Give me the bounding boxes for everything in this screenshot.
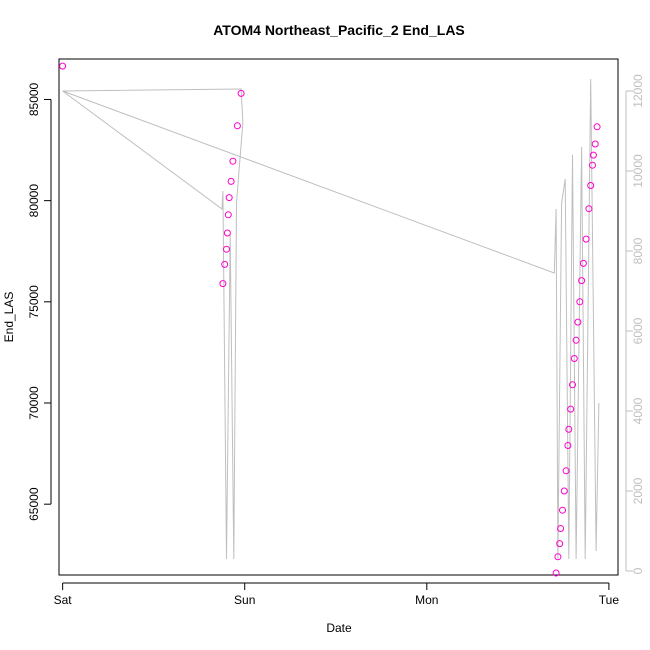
y2-tick-label-2000: 2000 [631, 477, 645, 504]
data-point-18 [564, 442, 572, 449]
right-axis-series-layer [62, 78, 600, 560]
x-tick-label-sun: Sun [234, 593, 255, 607]
data-point-32 [589, 151, 597, 159]
data-point-34 [593, 123, 601, 131]
data-point-15 [559, 506, 566, 514]
data-point-7 [227, 177, 235, 185]
data-point-27 [579, 259, 587, 267]
y-tick-label-80000: 80000 [27, 184, 41, 218]
data-point-4 [223, 229, 231, 237]
left-axis-points-layer [59, 62, 601, 577]
y-tick-label-85000: 85000 [27, 82, 41, 116]
y2-tick-label-4000: 4000 [631, 397, 645, 424]
data-point-28 [582, 235, 590, 243]
data-point-0 [59, 62, 67, 70]
data-point-25 [576, 298, 584, 306]
data-point-17 [562, 467, 570, 475]
x-axis-label: Date [326, 621, 352, 635]
y-axis-label: End_LAS [2, 292, 16, 343]
data-point-14 [557, 525, 565, 532]
y2-tick-label-0: 0 [631, 567, 645, 574]
data-point-8 [229, 157, 237, 165]
data-point-2 [221, 260, 229, 268]
data-point-1 [219, 280, 227, 288]
y-tick-label-65000: 65000 [27, 487, 41, 521]
y-axis-right: 0 2000 4000 6000 8000 10000 12000 [625, 74, 645, 574]
data-point-33 [591, 140, 599, 148]
data-point-20 [567, 405, 575, 413]
y-axis-left: 65000 70000 75000 80000 85000 [27, 82, 52, 521]
data-point-24 [574, 318, 582, 326]
data-point-13 [556, 540, 564, 548]
y2-tick-label-6000: 6000 [631, 317, 645, 344]
data-point-29 [585, 205, 593, 213]
plot-frame [58, 58, 619, 576]
data-point-21 [569, 381, 576, 389]
x-axis: Sat Sun Mon Tue [54, 582, 620, 607]
data-point-5 [224, 211, 232, 219]
data-point-9 [233, 122, 241, 130]
data-point-31 [589, 161, 596, 169]
data-point-10 [237, 89, 245, 97]
y2-tick-label-12000: 12000 [631, 74, 645, 108]
data-point-16 [560, 487, 568, 495]
data-point-23 [572, 336, 580, 344]
y-tick-label-70000: 70000 [27, 386, 41, 420]
data-point-11 [552, 569, 560, 577]
data-point-22 [570, 355, 578, 362]
y-tick-label-75000: 75000 [27, 285, 41, 319]
data-point-6 [225, 194, 233, 202]
data-point-3 [223, 245, 230, 253]
x-tick-label-mon: Mon [415, 593, 438, 607]
data-point-19 [565, 425, 573, 433]
data-point-12 [554, 553, 562, 561]
y2-tick-label-8000: 8000 [631, 237, 645, 264]
series-line-0 [62, 78, 600, 560]
data-point-26 [578, 277, 586, 285]
chart-title: ATOM4 Northeast_Pacific_2 End_LAS [213, 22, 465, 38]
y2-tick-label-10000: 10000 [631, 154, 645, 188]
x-tick-label-sat: Sat [54, 593, 73, 607]
data-point-30 [587, 182, 595, 189]
x-tick-label-tue: Tue [599, 593, 620, 607]
